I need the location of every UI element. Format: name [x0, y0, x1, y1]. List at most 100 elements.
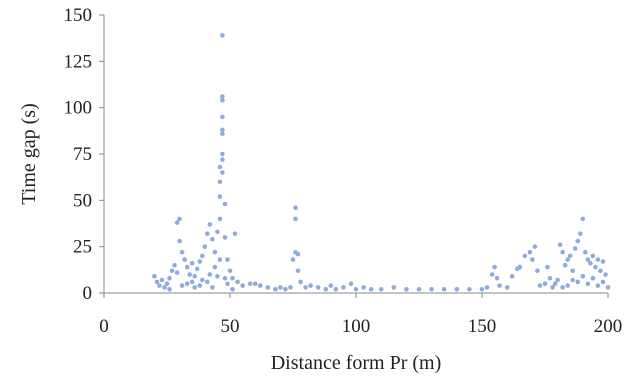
data-point	[588, 261, 593, 266]
data-point	[207, 222, 213, 227]
data-point	[179, 249, 185, 255]
data-point	[530, 257, 535, 262]
data-point	[152, 274, 157, 279]
data-points	[152, 33, 611, 292]
data-point	[217, 179, 223, 185]
data-point	[560, 285, 565, 290]
data-point	[361, 285, 366, 290]
x-tick-label: 150	[468, 316, 497, 337]
y-tick-label: 0	[83, 283, 93, 304]
data-point	[295, 268, 301, 274]
data-point	[202, 244, 208, 249]
data-point	[220, 131, 225, 136]
data-point	[454, 287, 460, 292]
data-point	[200, 277, 205, 283]
data-point	[215, 274, 220, 279]
data-point	[545, 264, 550, 270]
data-point	[429, 287, 434, 292]
data-point	[172, 262, 177, 268]
data-point	[235, 279, 240, 285]
data-point	[177, 238, 182, 244]
data-point	[230, 275, 235, 281]
data-point	[157, 283, 162, 288]
data-point	[205, 279, 210, 285]
x-tick-label: 0	[99, 316, 109, 337]
data-point	[479, 287, 485, 292]
data-point	[467, 287, 472, 292]
data-point	[215, 229, 220, 235]
data-point	[583, 249, 588, 255]
data-point	[210, 237, 215, 242]
data-point	[283, 287, 288, 292]
y-tick-label: 50	[73, 190, 92, 211]
y-tick-label: 25	[73, 237, 92, 258]
data-point	[290, 257, 296, 262]
data-point	[504, 285, 510, 290]
data-point	[169, 268, 175, 274]
data-point	[315, 285, 321, 290]
data-point	[252, 281, 258, 287]
data-point	[232, 231, 238, 236]
data-point	[333, 287, 339, 292]
data-point	[162, 285, 167, 290]
data-point	[391, 285, 397, 290]
data-point	[575, 238, 581, 244]
data-point	[497, 283, 502, 288]
data-point	[184, 264, 190, 270]
data-point	[217, 164, 223, 170]
data-point	[298, 279, 303, 285]
data-point	[189, 279, 195, 285]
y-axis-title: Time gap (s)	[18, 103, 40, 204]
data-point	[200, 253, 205, 259]
data-point	[164, 281, 170, 287]
data-point	[154, 279, 160, 285]
data-point	[187, 272, 192, 277]
data-point	[598, 268, 603, 274]
data-point	[603, 272, 608, 277]
data-point	[547, 275, 553, 281]
data-point	[207, 272, 213, 277]
data-point	[205, 231, 210, 236]
data-point	[230, 287, 235, 292]
data-point	[197, 283, 203, 288]
data-point	[174, 270, 180, 275]
data-point	[585, 281, 591, 287]
data-point	[194, 266, 200, 272]
data-point	[303, 285, 308, 290]
data-point	[159, 277, 165, 283]
data-point	[278, 285, 283, 290]
data-point	[552, 281, 558, 287]
data-point	[182, 257, 187, 262]
data-point	[378, 287, 384, 292]
data-point	[328, 283, 334, 288]
data-point	[348, 281, 354, 287]
data-point	[220, 170, 225, 175]
data-point	[590, 253, 596, 259]
data-point	[192, 274, 197, 279]
data-point	[562, 262, 568, 268]
data-point	[174, 220, 180, 225]
data-point	[557, 242, 563, 248]
data-point	[288, 285, 293, 290]
data-point	[567, 253, 573, 259]
data-point	[572, 246, 578, 251]
data-point	[416, 287, 422, 292]
data-point	[484, 285, 490, 290]
data-point	[341, 285, 346, 290]
data-point	[404, 287, 409, 292]
data-point	[308, 283, 313, 288]
data-point	[220, 114, 225, 120]
data-point	[323, 287, 329, 292]
data-point	[537, 283, 543, 288]
data-point	[595, 283, 601, 288]
x-tick-label: 200	[594, 316, 623, 337]
data-point	[222, 275, 228, 281]
data-point	[600, 259, 606, 264]
data-point	[293, 205, 298, 210]
data-point	[492, 264, 497, 270]
data-point	[295, 251, 301, 257]
data-point	[220, 94, 225, 99]
data-point	[197, 259, 203, 264]
data-point	[220, 98, 225, 103]
data-point	[184, 281, 190, 287]
